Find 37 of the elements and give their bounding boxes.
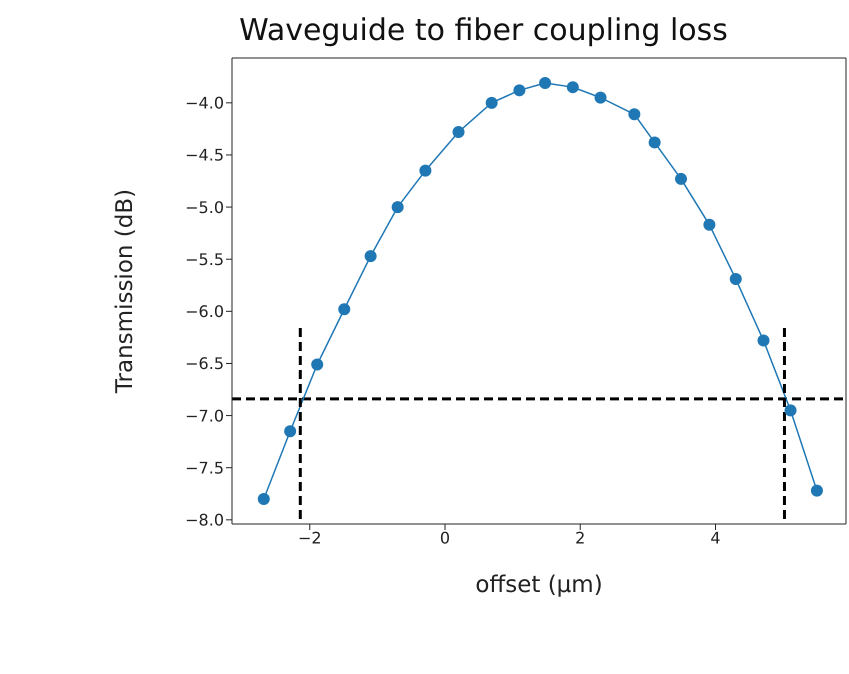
point (452, 126, 465, 138)
x-axis-title: offset (µm) (475, 572, 603, 598)
point (730, 273, 742, 286)
point (486, 96, 498, 109)
y-tick-label: −4.0 (185, 94, 224, 113)
point (392, 201, 404, 214)
point (628, 108, 640, 120)
y-tick-label: −4.5 (185, 146, 224, 165)
y-tick-label: −7.5 (185, 458, 224, 478)
point (311, 358, 324, 370)
point (364, 250, 377, 262)
x-tick-label: 4 (710, 528, 721, 548)
point (539, 77, 552, 90)
y-tick-label: −7.0 (185, 406, 224, 426)
y-tick-label: −6.0 (185, 302, 224, 322)
point (810, 484, 823, 497)
point (594, 92, 607, 104)
y-axis-title: Transmission (dB) (112, 188, 138, 394)
point (258, 492, 270, 505)
y-tick-label: −5.0 (185, 198, 224, 217)
y-tick-label: −8.0 (185, 510, 224, 530)
point (675, 172, 688, 185)
x-tick-label: 2 (575, 528, 586, 548)
point (419, 164, 432, 177)
point (784, 404, 797, 416)
point (284, 425, 296, 438)
point (513, 84, 526, 96)
y-tick-label: −5.5 (185, 250, 224, 269)
point (566, 81, 579, 94)
point (758, 334, 770, 347)
x-tick-label: −2 (298, 528, 322, 548)
x-tick-label: 0 (440, 528, 450, 548)
point (338, 303, 350, 316)
point (703, 218, 716, 231)
point (648, 136, 661, 148)
y-tick-label: −6.5 (185, 354, 224, 374)
chart-title: Waveguide to fiber coupling loss (239, 13, 728, 48)
